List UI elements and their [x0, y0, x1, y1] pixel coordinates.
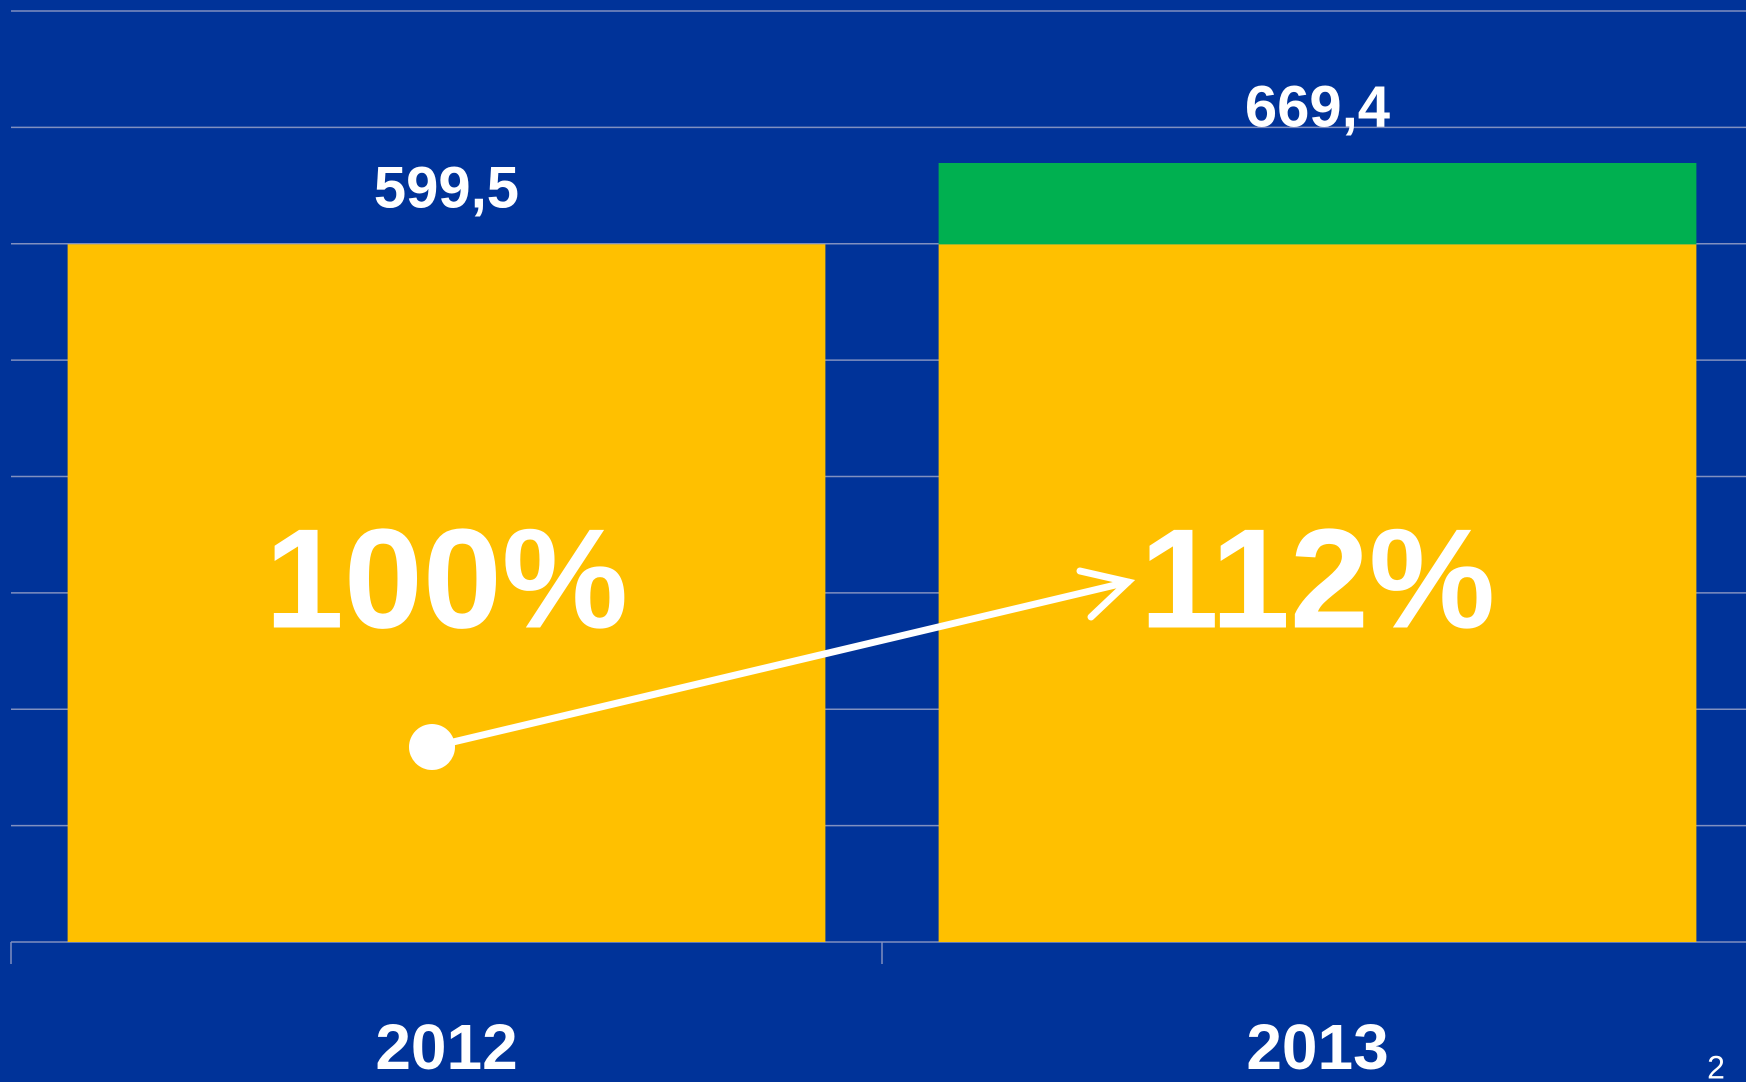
bars — [67, 162, 1697, 942]
arrow-head — [1076, 567, 1136, 621]
x-tick-label: 2012 — [375, 1011, 517, 1082]
bar-segment — [938, 244, 1697, 942]
page-number: 2 — [1707, 1049, 1725, 1082]
arrow-shaft — [428, 578, 1132, 751]
total-label: 669,4 — [1245, 74, 1390, 139]
bar-segment — [938, 162, 1697, 245]
percent-annotation: 100% — [265, 500, 628, 659]
labels: 599,5 2012 100% 669,4 2013 112% — [265, 74, 1495, 1082]
arrow — [428, 567, 1136, 751]
x-tick-label: 2013 — [1246, 1011, 1388, 1082]
arrow-start — [409, 724, 455, 770]
percent-annotation: 112% — [1140, 500, 1495, 659]
total-label: 599,5 — [374, 156, 519, 221]
bar-segment — [67, 244, 826, 942]
